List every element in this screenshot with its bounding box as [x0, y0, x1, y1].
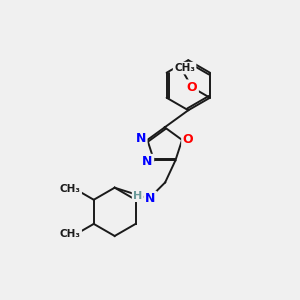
Text: CH₃: CH₃	[174, 63, 195, 73]
Text: N: N	[145, 192, 156, 205]
Text: CH₃: CH₃	[60, 184, 81, 194]
Text: H: H	[133, 191, 142, 201]
Text: N: N	[136, 132, 146, 145]
Text: O: O	[187, 81, 197, 94]
Text: CH₃: CH₃	[60, 229, 81, 239]
Text: O: O	[183, 133, 193, 146]
Text: N: N	[142, 155, 153, 168]
